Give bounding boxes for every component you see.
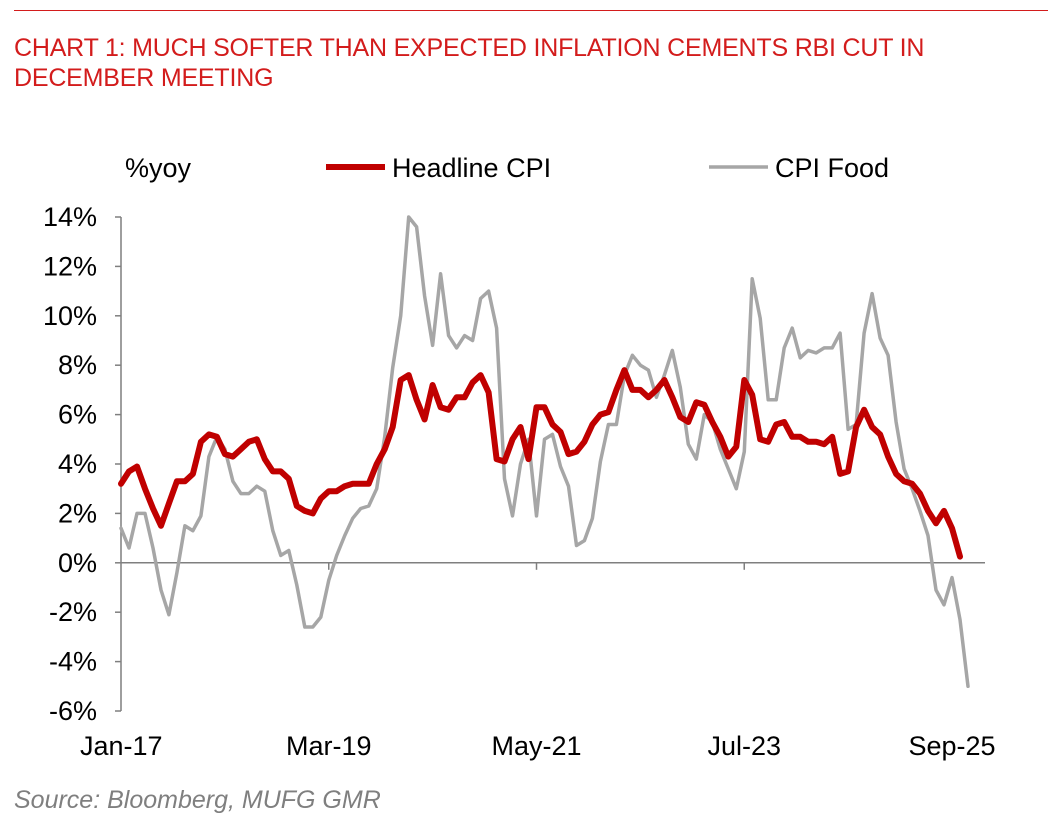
legend: Headline CPI CPI Food <box>326 153 889 183</box>
y-tick-label: 8% <box>58 350 97 380</box>
chart-title: CHART 1: MUCH SOFTER THAN EXPECTED INFLA… <box>14 34 925 92</box>
y-tick-label: 4% <box>58 449 97 479</box>
x-tick-label: Mar-19 <box>286 731 372 761</box>
y-tick-label: -4% <box>49 647 97 677</box>
series-line-cpi-food <box>119 215 970 689</box>
series-line-headline-cpi <box>118 367 963 560</box>
y-tick-label: 2% <box>58 498 97 528</box>
legend-label-headline-cpi: Headline CPI <box>392 153 551 183</box>
y-tick-label: 14% <box>43 202 97 232</box>
y-tick-label: -6% <box>49 696 97 726</box>
series-layer <box>118 215 970 689</box>
y-tick-label: -2% <box>49 597 97 627</box>
y-tick-label: 12% <box>43 251 97 281</box>
y-axis: 14% 12% 10% 8% 6% 4% 2% 0% -2% -4% -6% <box>43 202 122 726</box>
y-axis-unit-label: %yoy <box>125 153 192 183</box>
x-axis: Jan-17 Mar-19 May-21 Jul-23 Sep-25 <box>80 562 996 761</box>
legend-label-cpi-food: CPI Food <box>775 153 889 183</box>
source-note: Source: Bloomberg, MUFG GMR <box>14 786 381 814</box>
y-tick-label: 6% <box>58 400 97 430</box>
x-tick-label: Jan-17 <box>80 731 163 761</box>
title-rule <box>14 10 1048 11</box>
x-tick-label: Sep-25 <box>908 731 995 761</box>
y-tick-label: 0% <box>58 548 97 578</box>
x-tick-label: Jul-23 <box>707 731 781 761</box>
y-tick-label: 10% <box>43 301 97 331</box>
x-tick-label: May-21 <box>491 731 581 761</box>
